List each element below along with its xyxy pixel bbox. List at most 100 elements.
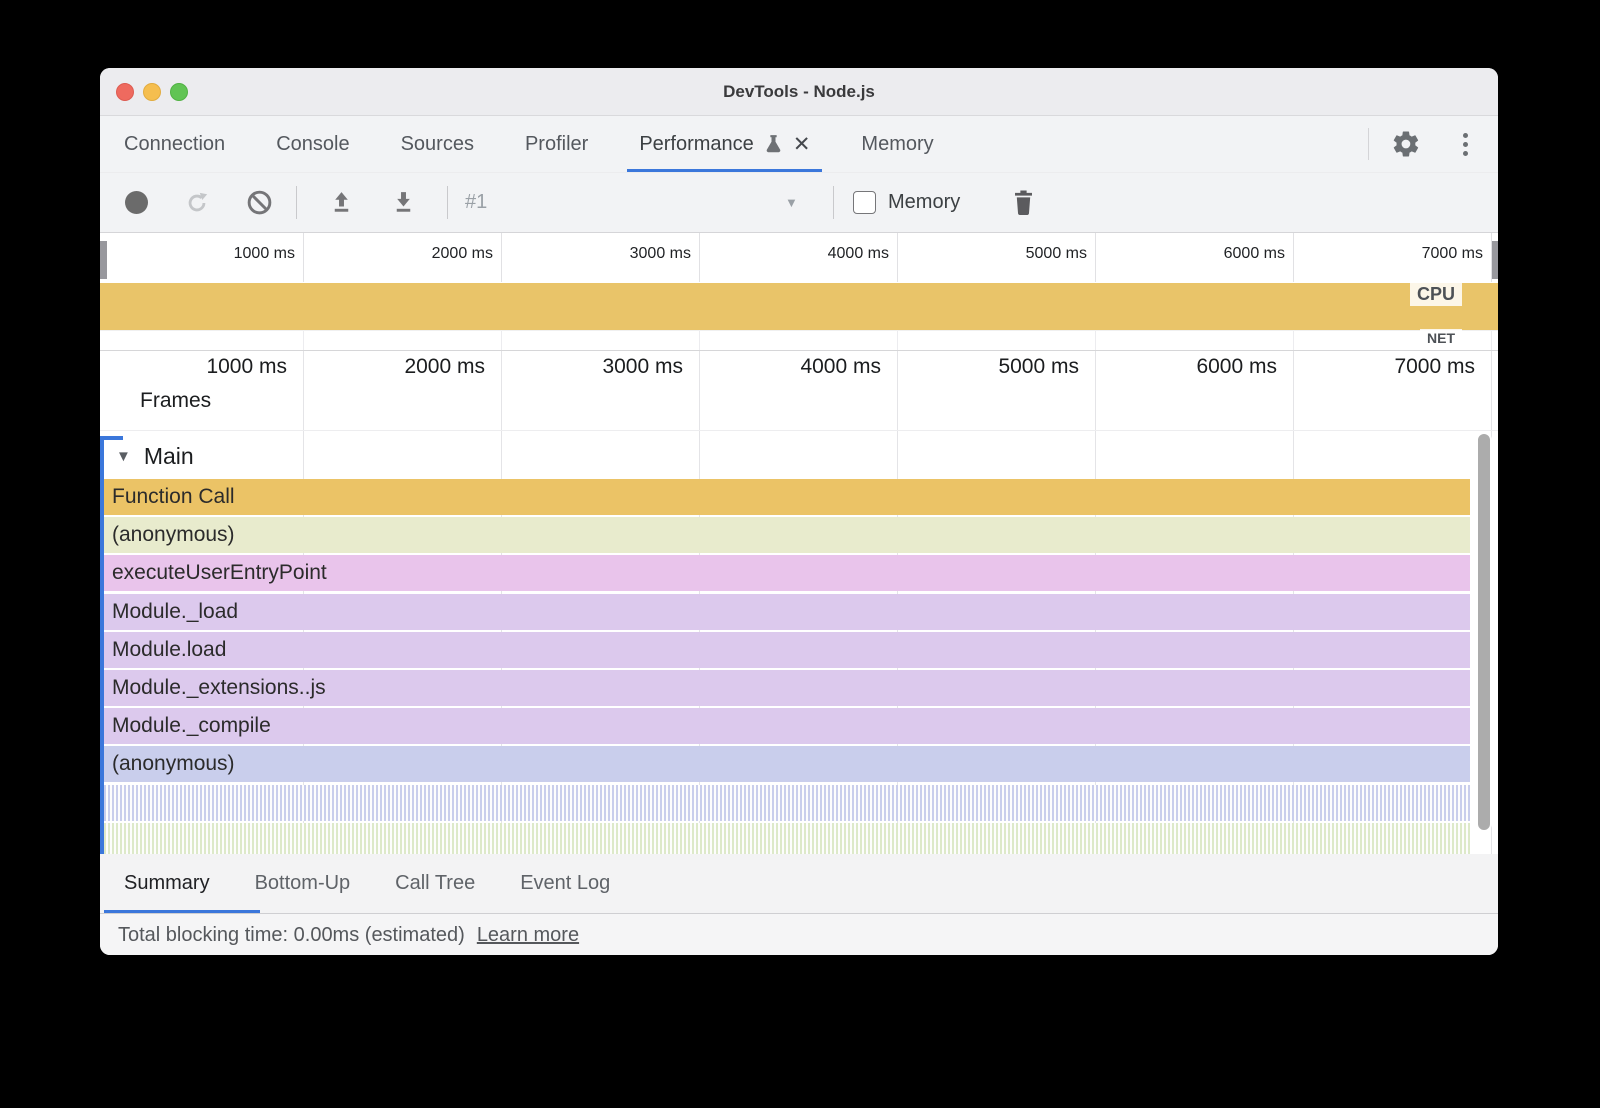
tab-sources[interactable]: Sources — [401, 116, 474, 172]
traffic-lights — [116, 68, 188, 115]
tabbar-right-controls — [1368, 116, 1498, 172]
details-tab-event-log[interactable]: Event Log — [520, 872, 611, 894]
collapse-triangle-icon: ▼ — [116, 448, 131, 465]
main-track-header[interactable]: ▼ Main — [116, 443, 194, 470]
tabbar-divider — [1368, 128, 1369, 160]
checkbox-icon — [853, 191, 876, 214]
details-tabbar: Summary Bottom-Up Call Tree Event Log — [100, 854, 1498, 914]
flame-tick-label: 4000 ms — [800, 355, 881, 378]
clear-block-icon — [247, 190, 272, 215]
flame-tick-label: 1000 ms — [206, 355, 287, 378]
minimize-window-button[interactable] — [143, 82, 161, 101]
overview-tick-label: 6000 ms — [1223, 245, 1285, 262]
load-profile-button[interactable] — [328, 173, 355, 232]
delete-profile-button[interactable] — [1010, 173, 1037, 232]
memory-checkbox[interactable] — [853, 173, 876, 232]
panel-tabbar: Connection Console Sources Profiler Performa… — [100, 116, 1498, 173]
profile-select-value: #1 — [465, 191, 488, 213]
flame-row-module-extensions-js[interactable]: Module._extensions..js — [104, 670, 1470, 706]
flame-row-anonymous[interactable]: (anonymous) — [104, 517, 1470, 553]
flame-row-function-call[interactable]: Function Call — [104, 479, 1470, 515]
overview-tick-label: 7000 ms — [1421, 245, 1483, 262]
net-tick-line — [897, 331, 898, 350]
details-tab-call-tree[interactable]: Call Tree — [395, 872, 476, 894]
overview-tick-line — [1491, 233, 1492, 282]
reload-icon — [188, 192, 208, 211]
settings-gear-icon[interactable] — [1391, 129, 1421, 159]
overview-timeline-ruler[interactable]: 1000 ms 2000 ms 3000 ms 4000 ms 5000 ms 6000 … — [100, 233, 1498, 282]
flame-row-activity-strip[interactable] — [104, 823, 1470, 854]
flame-tick-label: 5000 ms — [998, 355, 1079, 378]
flame-row-module-load[interactable]: Module.load — [104, 632, 1470, 668]
main-track-selection-bar — [100, 436, 104, 854]
overview-tick-line — [897, 233, 898, 282]
flame-chart[interactable]: 1000 ms 2000 ms 3000 ms 4000 ms 5000 ms 6000 … — [100, 351, 1498, 854]
clear-button[interactable] — [246, 173, 273, 232]
flame-row-executeuserentrypoint[interactable]: executeUserEntryPoint — [104, 555, 1470, 591]
active-tab-underline — [104, 910, 260, 913]
net-tick-line — [501, 331, 502, 350]
memory-checkbox-label[interactable]: Memory — [888, 191, 961, 213]
tab-label: Connection — [124, 132, 226, 155]
chevron-down-icon: ▼ — [785, 195, 798, 210]
net-tick-line — [1095, 331, 1096, 350]
tab-memory[interactable]: Memory — [861, 116, 933, 172]
flame-row-label: Module._compile — [112, 714, 271, 737]
flame-row-module-compile[interactable]: Module._compile — [104, 708, 1470, 744]
cpu-activity-band[interactable]: CPU — [100, 283, 1498, 330]
tab-label: Sources — [400, 132, 474, 155]
overview-tick-line — [501, 233, 502, 282]
flame-row-label: (anonymous) — [112, 752, 235, 775]
upload-icon — [334, 192, 349, 212]
overview-tick-line — [1293, 233, 1294, 282]
overview-tick-line — [303, 233, 304, 282]
flame-row-activity-strip[interactable] — [104, 785, 1470, 821]
tab-label: Memory — [861, 132, 934, 155]
close-tab-icon[interactable]: ✕ — [792, 132, 811, 156]
details-tab-summary[interactable]: Summary — [124, 872, 210, 894]
net-tick-line — [699, 331, 700, 350]
flame-tick-label: 2000 ms — [404, 355, 485, 378]
window-title: DevTools - Node.js — [723, 81, 875, 101]
network-activity-band[interactable]: NET — [100, 329, 1498, 351]
profile-select[interactable]: #1 ▼ — [465, 173, 813, 232]
flame-row-label: executeUserEntryPoint — [112, 561, 327, 584]
flame-row-label: Module._extensions..js — [112, 676, 326, 699]
tab-console[interactable]: Console — [276, 116, 349, 172]
net-tick-line — [1491, 331, 1492, 350]
flame-tick-label: 3000 ms — [602, 355, 683, 378]
more-options-icon[interactable] — [1463, 132, 1468, 156]
flame-row-label: (anonymous) — [112, 523, 235, 546]
main-track-selection-marker — [100, 436, 123, 440]
frames-track-separator — [100, 430, 1498, 431]
frames-track-label: Frames — [140, 389, 212, 412]
flame-row-module-load[interactable]: Module._load — [104, 594, 1470, 630]
overview-tick-label: 5000 ms — [1025, 245, 1087, 262]
learn-more-link[interactable]: Learn more — [476, 924, 580, 946]
save-profile-button[interactable] — [390, 173, 417, 232]
tab-connection[interactable]: Connection — [124, 116, 225, 172]
overview-left-scroll-handle[interactable] — [100, 241, 107, 279]
details-tab-bottom-up[interactable]: Bottom-Up — [254, 872, 351, 894]
zoom-window-button[interactable] — [170, 82, 188, 101]
trash-icon — [1015, 190, 1032, 215]
overview-tick-label: 2000 ms — [431, 245, 493, 262]
devtools-window: DevTools - Node.js Connection Console Sour… — [100, 68, 1498, 955]
tab-label: Profiler — [524, 132, 589, 155]
tab-profiler[interactable]: Profiler — [525, 116, 588, 172]
record-button[interactable] — [125, 173, 148, 232]
total-blocking-time-text: Total blocking time: 0.00ms (estimated) — [118, 924, 465, 946]
flame-row-label: Function Call — [112, 485, 235, 508]
net-band-label: NET — [1420, 329, 1462, 347]
flame-vertical-scrollbar[interactable] — [1476, 432, 1492, 832]
tab-performance[interactable]: Performance ✕ — [627, 116, 823, 172]
tab-label: Console — [276, 132, 350, 155]
reload-and-record-button[interactable] — [184, 173, 210, 232]
overview-right-scroll-handle[interactable] — [1491, 241, 1498, 279]
flask-experiment-icon — [763, 133, 784, 155]
overview-tick-line — [1095, 233, 1096, 282]
net-tick-line — [303, 331, 304, 350]
flame-row-anonymous[interactable]: (anonymous) — [104, 746, 1470, 782]
cpu-band-label: CPU — [1409, 283, 1462, 306]
close-window-button[interactable] — [116, 82, 134, 101]
